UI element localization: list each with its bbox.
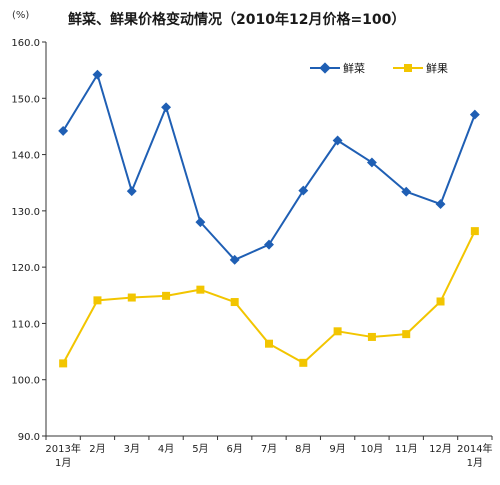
data-point [162, 291, 171, 300]
x-tick-label: 2013年 [45, 442, 80, 455]
data-point [366, 157, 377, 168]
legend-marker-square-icon [404, 64, 412, 72]
data-point [333, 327, 342, 336]
x-tick-label: 10月 [361, 443, 384, 455]
data-point [58, 125, 69, 136]
data-point [435, 199, 446, 210]
y-axis: 90.0 100.0 110.0 120.0 130.0 140.0 150.0 160.0 [11, 38, 47, 443]
chart-title: 鲜菜、鲜果价格变动情况（2010年12月价格=100） [68, 11, 405, 28]
data-point [229, 254, 240, 265]
y-tick-label: 120.0 [11, 263, 40, 274]
y-tick-label: 140.0 [11, 151, 40, 162]
x-tick-label: 8月 [295, 443, 311, 455]
series-line [62, 73, 476, 261]
data-point [59, 359, 68, 368]
series-layer [58, 69, 480, 368]
y-tick-label: 110.0 [11, 319, 40, 330]
data-point [469, 109, 480, 120]
x-tick-label: 5月 [192, 443, 208, 455]
data-point [93, 296, 102, 305]
y-tick-label: 90.0 [18, 432, 40, 443]
y-tick-label: 150.0 [11, 94, 40, 105]
y-axis-unit: (%) [12, 10, 29, 21]
y-tick-label: 130.0 [11, 207, 40, 218]
y-tick-label: 100.0 [11, 376, 40, 387]
x-tick-label: 1月 [467, 457, 483, 469]
data-point [402, 330, 411, 339]
x-tick-label: 11月 [395, 443, 418, 455]
data-point [264, 239, 274, 250]
legend-label-fruits: 鲜果 [426, 61, 448, 75]
data-point [161, 102, 172, 113]
data-point [126, 186, 137, 197]
data-point [195, 217, 206, 228]
data-point [299, 358, 308, 367]
series-vegetables [58, 69, 480, 265]
data-point [298, 185, 309, 196]
legend-item-fruits: 鲜果 [393, 61, 448, 75]
x-tick-label: 3月 [124, 443, 140, 455]
data-point [332, 135, 343, 146]
x-tick-label: 9月 [329, 443, 345, 455]
data-point [127, 293, 136, 302]
data-point [196, 285, 205, 294]
legend-marker-diamond-icon [319, 62, 331, 74]
legend: 鲜菜 鲜果 [310, 61, 448, 75]
x-tick-label: 2014年 [457, 442, 492, 455]
x-tick-label: 1月 [55, 457, 71, 469]
data-point [265, 339, 273, 348]
data-point [401, 186, 412, 197]
x-axis: 2013年 1月 2月 3月 4月 5月 6月 7月 8月 9月 10月 11月 12月 2014年 1月 [45, 435, 493, 469]
data-point [92, 69, 103, 80]
legend-label-vegetables: 鲜菜 [343, 61, 365, 75]
data-point [436, 297, 445, 306]
x-tick-label: 4月 [158, 443, 174, 455]
x-tick-label: 6月 [227, 443, 243, 455]
series-fruits [59, 227, 479, 368]
legend-item-vegetables: 鲜菜 [310, 61, 365, 75]
data-point [367, 332, 376, 341]
x-tick-label: 7月 [261, 443, 277, 455]
data-point [230, 298, 239, 307]
data-point [470, 227, 479, 236]
y-tick-label: 160.0 [11, 38, 40, 49]
x-tick-label: 12月 [429, 443, 452, 455]
x-tick-label: 2月 [89, 443, 105, 455]
